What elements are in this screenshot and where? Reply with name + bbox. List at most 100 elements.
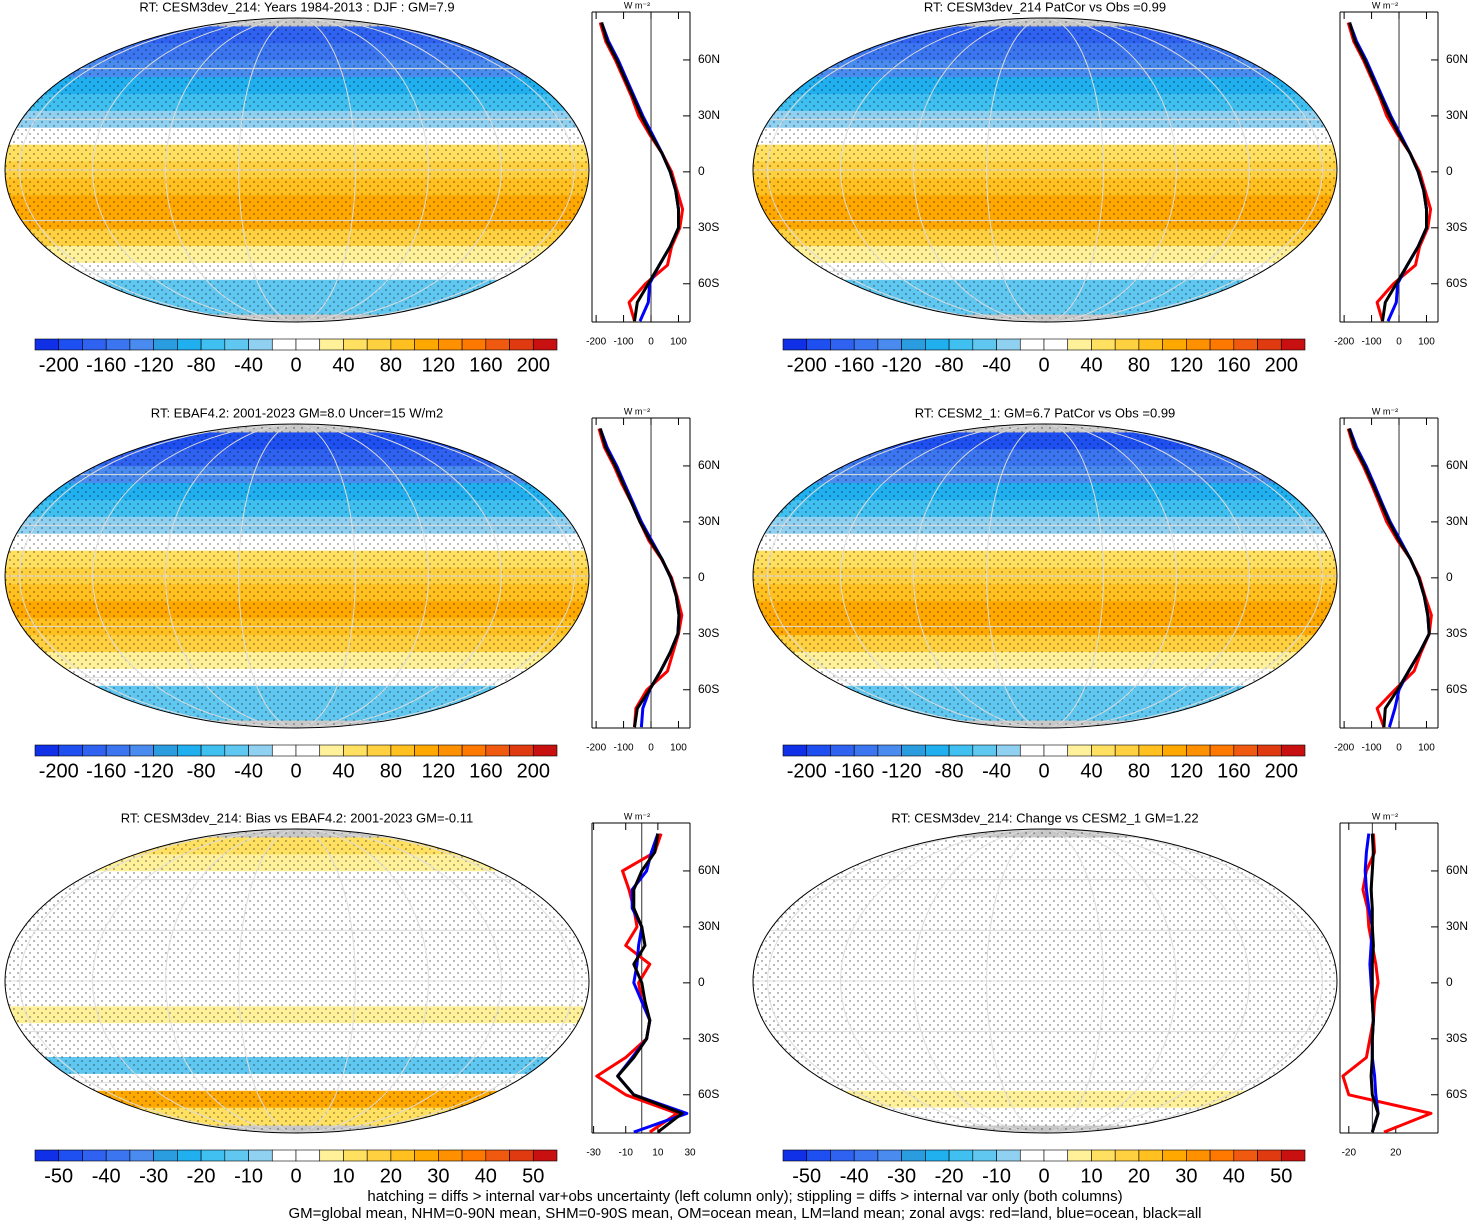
colorbar-cell	[1091, 1149, 1116, 1162]
colorbar-label: 160	[469, 760, 502, 782]
colorbar-cell	[782, 338, 808, 351]
colorbar-cell	[1114, 338, 1140, 351]
colorbar-cell	[177, 744, 202, 757]
colorbar-label: -10	[982, 1165, 1011, 1187]
colorbar-cell	[925, 338, 950, 351]
colorbar-cell	[105, 744, 131, 757]
colorbar-label: -40	[982, 354, 1011, 376]
colorbar-label: 20	[380, 1165, 402, 1187]
y-tick-label: 60S	[698, 276, 719, 290]
map-outline	[752, 17, 1338, 323]
colorbar-label: -20	[187, 1165, 216, 1187]
colorbar-cell	[34, 1149, 60, 1162]
colorbar-cell	[1114, 744, 1140, 757]
colorbar-label: -10	[234, 1165, 263, 1187]
colorbar-label: -120	[882, 760, 922, 782]
colorbar-label: 80	[1128, 354, 1150, 376]
colorbar-cell	[390, 338, 415, 351]
colorbar-cell	[295, 1149, 321, 1162]
colorbar-cell	[58, 744, 83, 757]
zonal-line	[600, 22, 680, 322]
y-tick-label: 60S	[698, 682, 719, 696]
colorbar-cell	[438, 338, 463, 351]
x-tick-label: 100	[670, 743, 687, 754]
colorbar-cell	[414, 1149, 439, 1162]
colorbar-label: 40	[332, 354, 354, 376]
colorbar-cell	[271, 744, 297, 757]
y-tick-label: 0	[1446, 570, 1453, 584]
colorbar-cell	[877, 1149, 902, 1162]
x-tick-label: 0	[1396, 743, 1402, 754]
colorbar-cell	[1186, 1149, 1211, 1162]
map	[5, 18, 589, 322]
colorbar-label: 50	[1270, 1165, 1292, 1187]
colorbar-cell	[877, 338, 902, 351]
colorbar-cell	[532, 1149, 558, 1162]
y-tick-label: 0	[698, 975, 705, 989]
y-tick-label: 30S	[1446, 626, 1467, 640]
colorbar-label: -80	[187, 354, 216, 376]
colorbar-cell	[177, 1149, 202, 1162]
y-tick-label: 30N	[698, 108, 720, 122]
y-tick-label: 0	[1446, 975, 1453, 989]
colorbar-cell	[248, 744, 273, 757]
colorbar-label: 120	[422, 354, 455, 376]
map-outline	[4, 17, 590, 323]
colorbar-cell	[485, 1149, 510, 1162]
x-tick-label: -20	[1342, 1148, 1357, 1159]
colorbar-cell	[877, 744, 902, 757]
colorbar-label: 80	[380, 760, 402, 782]
colorbar-cell	[366, 338, 392, 351]
colorbar-cell	[782, 1149, 808, 1162]
zonal-line	[1347, 428, 1431, 728]
unit-label: W m⁻²	[624, 0, 650, 10]
map	[753, 424, 1337, 728]
map-panel: RT: CESM3dev_214: Bias vs EBAF4.2: 2001-…	[4, 810, 590, 1187]
colorbar-cell	[1019, 1149, 1045, 1162]
colorbar-label: -80	[935, 354, 964, 376]
zonal-profile: W m⁻² -30 -10 10 30 60N 30N 0 30S 60S	[586, 811, 720, 1158]
colorbar-cell	[1162, 744, 1187, 757]
colorbar-label: 30	[427, 1165, 449, 1187]
colorbar-label: -40	[840, 1165, 869, 1187]
colorbar-label: 160	[469, 354, 502, 376]
colorbar-label: 10	[332, 1165, 354, 1187]
colorbar-cell	[1257, 1149, 1282, 1162]
colorbar-label: -40	[982, 760, 1011, 782]
colorbar-cell	[319, 338, 344, 351]
y-tick-label: 30N	[1446, 108, 1468, 122]
colorbar-cell	[248, 338, 273, 351]
x-tick-label: 100	[670, 337, 687, 348]
zonal-line	[616, 833, 684, 1134]
colorbar-cell	[129, 338, 154, 351]
colorbar-label: 40	[475, 1165, 497, 1187]
colorbar-cell	[105, 1149, 131, 1162]
y-tick-label: 60N	[1446, 458, 1468, 472]
colorbar-cell	[925, 1149, 950, 1162]
colorbar-cell	[1233, 338, 1258, 351]
y-tick-label: 60N	[1446, 863, 1468, 877]
colorbar-cell	[438, 744, 463, 757]
y-tick-label: 60N	[698, 52, 720, 66]
zonal-line	[1348, 22, 1428, 322]
map-title: RT: CESM3dev_214 PatCor vs Obs =0.99	[924, 0, 1166, 14]
note: hatching = diffs > internal var+obs unce…	[367, 1188, 1122, 1205]
colorbar-cell	[200, 1149, 226, 1162]
colorbar-label: -20	[935, 1165, 964, 1187]
x-tick-label: 20	[1390, 1148, 1402, 1159]
colorbar-cell	[461, 338, 487, 351]
colorbar-cell	[366, 744, 392, 757]
x-tick-label: 0	[648, 743, 654, 754]
colorbar-cell	[271, 338, 297, 351]
colorbar-label: 200	[1265, 354, 1298, 376]
colorbar-cell	[129, 744, 154, 757]
colorbar-cell	[105, 338, 131, 351]
colorbar-cell	[1233, 744, 1258, 757]
colorbar-cell	[58, 1149, 83, 1162]
colorbar-label: 0	[1038, 1165, 1049, 1187]
colorbar-cell	[295, 744, 321, 757]
x-tick-label: 10	[652, 1148, 664, 1159]
colorbar-label: 50	[522, 1165, 544, 1187]
y-tick-label: 60S	[1446, 682, 1467, 696]
